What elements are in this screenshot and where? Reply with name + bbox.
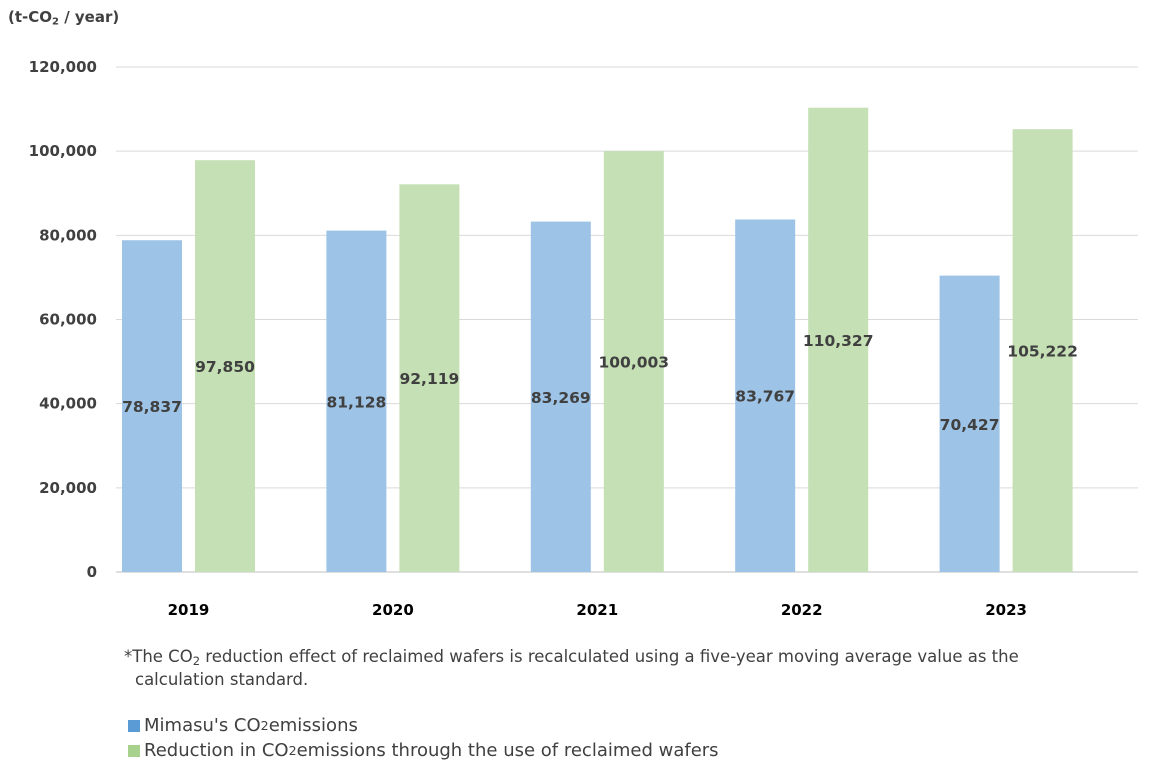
y-tick-label: 20,000 (39, 479, 97, 497)
legend-item-emissions: Mimasu's CO 2 emissions (128, 713, 719, 738)
data-label: 78,837 (122, 398, 182, 416)
y-tick-label: 40,000 (39, 395, 97, 413)
y-tick-label: 0 (87, 563, 97, 581)
bar-chart: 020,00040,00060,00080,000100,000120,000 … (29, 58, 1138, 619)
bar-emissions-2023 (939, 275, 1000, 572)
footnote: *The CO2 reduction effect of reclaimed w… (124, 647, 1019, 689)
legend-item-reduction: Reduction in CO 2 emissions through the u… (128, 738, 719, 763)
x-tick-label: 2019 (168, 601, 210, 619)
bar-emissions-2019 (122, 240, 182, 572)
data-label: 83,767 (735, 388, 795, 406)
y-axis-unit-label: (t-CO2 / year) (8, 8, 120, 28)
data-label: 100,003 (598, 354, 669, 372)
bar-reduction-2019 (195, 160, 255, 572)
x-tick-label: 2023 (985, 601, 1027, 619)
legend-swatch-green (128, 744, 140, 757)
bar-reduction-2022 (808, 107, 869, 572)
data-label: 70,427 (940, 416, 1000, 434)
bars (122, 107, 1073, 573)
bar-reduction-2021 (603, 151, 664, 572)
y-axis-ticks: 0 20,000 40,000 60,000 80,000 100,000 120,000 (29, 58, 97, 581)
x-tick-label: 2022 (781, 601, 823, 619)
data-label: 81,128 (326, 393, 386, 411)
data-label: 105,222 (1007, 343, 1078, 361)
data-label: 97,850 (195, 358, 255, 376)
bar-reduction-2023 (1012, 129, 1073, 573)
legend-swatch-blue (128, 719, 140, 732)
y-tick-label: 120,000 (29, 58, 97, 76)
bar-emissions-2020 (326, 230, 387, 572)
legend: Mimasu's CO 2 emissions Reduction in CO 2 … (128, 713, 719, 763)
data-label: 92,119 (399, 370, 459, 388)
bar-reduction-2020 (399, 184, 460, 573)
bar-emissions-2022 (735, 219, 796, 573)
data-label: 110,327 (803, 332, 874, 350)
x-tick-label: 2021 (576, 601, 618, 619)
y-tick-label: 80,000 (39, 226, 97, 244)
y-tick-label: 100,000 (29, 142, 97, 160)
x-tick-label: 2020 (372, 601, 414, 619)
data-label: 83,269 (531, 389, 591, 407)
y-tick-label: 60,000 (39, 311, 97, 329)
bar-emissions-2021 (530, 221, 591, 572)
x-axis-ticks: 2019 2020 2021 2022 2023 (168, 601, 1027, 619)
data-labels: 78,837 97,850 81,128 92,119 83,269 100,003 83,… (122, 332, 1078, 434)
